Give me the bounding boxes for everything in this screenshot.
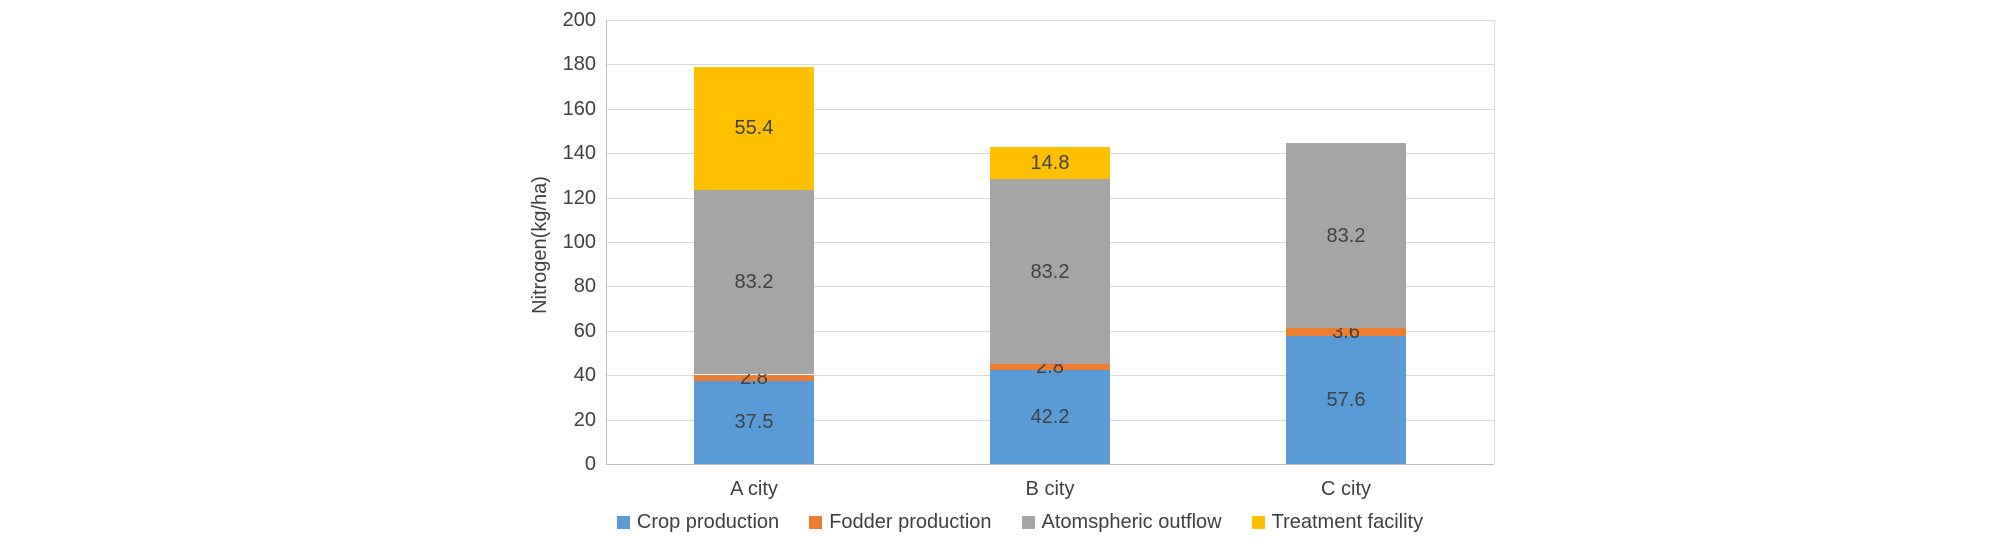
bar-segment-label: 57.6 (1326, 388, 1366, 411)
legend-swatch-icon (616, 515, 630, 529)
bar-segment: 3.6 (1286, 321, 1406, 343)
bar-segment: 57.6 (1286, 336, 1406, 464)
gridline (606, 64, 1494, 66)
legend-swatch-icon (809, 515, 823, 529)
bar-segment-label: 42.2 (1030, 406, 1070, 429)
x-axis-line (606, 464, 1494, 465)
legend-label: Treatment facility (1271, 511, 1424, 533)
x-axis-label: A city (730, 478, 778, 500)
bar-segment: 83.2 (990, 179, 1110, 365)
bar-segment: 83.2 (694, 189, 814, 375)
bar-segment-label: 83.2 (734, 271, 774, 294)
legend-item: Atomspheric outflow (1021, 510, 1222, 534)
gridline (606, 108, 1494, 110)
bar-segment: 14.8 (990, 146, 1110, 180)
bar-segment-label: 83.2 (1030, 260, 1070, 283)
legend-item: Treatment facility (1251, 510, 1424, 534)
legend-swatch-icon (1251, 515, 1265, 529)
y-axis-tick-label: 100 (562, 231, 596, 253)
bar-segment: 83.2 (1286, 143, 1406, 329)
legend-label: Atomspheric outflow (1041, 511, 1222, 533)
bar-segment: 42.2 (990, 370, 1110, 464)
y-axis-tick-label: 180 (562, 53, 596, 76)
bar-segment-label: 37.5 (734, 411, 774, 434)
bar-segment: 2.8 (694, 367, 814, 389)
y-axis-tick-label: 200 (562, 9, 596, 31)
bar-segment-label: 83.2 (1326, 224, 1366, 247)
y-axis-tick-label: 60 (573, 319, 596, 342)
legend-label: Crop production (636, 511, 780, 533)
legend-swatch-icon (1021, 515, 1035, 529)
bar-segment: 55.4 (694, 66, 814, 190)
gridline (606, 20, 1494, 21)
y-axis-tick-label: 160 (562, 97, 596, 120)
legend-label: Fodder production (829, 511, 992, 533)
y-axis-line (606, 20, 607, 464)
y-axis-tick-label: 120 (562, 186, 596, 209)
plot-right-border (1494, 20, 1495, 464)
x-axis-label: B city (1025, 478, 1075, 500)
bar-segment-label: 14.8 (1030, 151, 1070, 174)
bar-segment: 2.8 (990, 356, 1110, 378)
bar-segment-label: 55.4 (734, 117, 774, 140)
x-axis-label: C city (1321, 478, 1371, 500)
legend-item: Fodder production (809, 510, 992, 534)
y-axis-tick-label: 140 (562, 142, 596, 165)
y-axis-tick-label: 0 (584, 453, 596, 475)
legend: Crop production Fodder production Atomsphe… (530, 509, 1510, 535)
y-axis-tick-label: 80 (573, 275, 596, 298)
bar-segment: 37.5 (694, 380, 814, 465)
y-axis-tick-label: 20 (573, 408, 596, 431)
y-axis-tick-label: 40 (573, 364, 596, 387)
legend-item: Crop production (616, 510, 780, 534)
